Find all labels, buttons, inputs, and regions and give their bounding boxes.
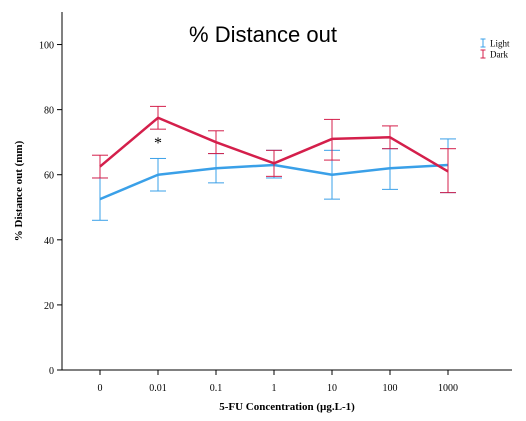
x-tick-label: 0 [98,383,103,394]
x-axis-label: 5-FU Concentration (µg.L-1) [219,401,355,413]
significance-marker: * [154,135,162,152]
y-tick-label: 0 [49,366,54,377]
x-tick-label: 0.01 [149,383,167,394]
y-tick-label: 80 [44,106,54,117]
chart-title: % Distance out [189,22,337,47]
x-tick-label: 1 [272,383,277,394]
y-tick-label: 40 [44,236,54,247]
legend-label-dark: Dark [490,50,508,60]
y-tick-label: 60 [44,171,54,182]
x-tick-label: 0.1 [210,383,223,394]
legend-label-light: Light [490,39,510,49]
y-tick-label: 100 [39,41,54,52]
x-tick-label: 1000 [438,383,458,394]
series-line-dark [99,116,449,173]
y-axis-label: % Distance out (mm) [13,140,25,241]
y-tick-label: 20 [44,301,54,312]
x-tick-label: 10 [327,383,337,394]
x-tick-label: 100 [383,383,398,394]
